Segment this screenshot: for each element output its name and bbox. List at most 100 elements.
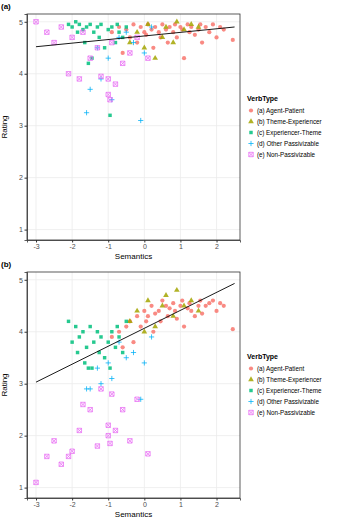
point [77, 77, 81, 81]
point [128, 51, 132, 55]
panel-title: (a) [1, 2, 11, 11]
tick-label: 5 [19, 19, 23, 26]
point [151, 330, 155, 334]
point [108, 366, 111, 369]
point [110, 25, 113, 28]
point [70, 340, 73, 343]
tick: 5 [19, 19, 27, 26]
point [157, 309, 161, 313]
tick-mark [25, 230, 28, 231]
tick: 4 [19, 70, 27, 77]
point [188, 297, 194, 302]
point [106, 433, 110, 437]
point [116, 325, 119, 328]
legend-label: (b) Theme-Experiencer [257, 118, 322, 126]
point [134, 29, 140, 34]
tick: 3 [19, 122, 27, 129]
point [92, 30, 95, 33]
tick: 2 [19, 432, 27, 439]
point [88, 56, 92, 60]
tick-label: 1 [179, 243, 183, 250]
point [106, 360, 111, 365]
point [99, 74, 103, 78]
plot-frame [27, 272, 240, 498]
tick: -1 [106, 498, 112, 508]
point [78, 335, 81, 338]
point [81, 30, 85, 34]
tick-mark [25, 384, 28, 385]
panel: -3-2-101212345SemanticsRating(a)VerbType… [0, 2, 322, 261]
point [99, 23, 102, 26]
point [152, 55, 158, 60]
point [110, 335, 114, 339]
tick: -2 [70, 498, 76, 508]
point [200, 40, 204, 44]
point [231, 38, 235, 42]
tick-label: -3 [33, 243, 39, 250]
point [163, 292, 169, 297]
tick-label: 2 [215, 243, 219, 250]
point [110, 30, 114, 34]
point [167, 306, 171, 310]
point [106, 340, 109, 343]
point [204, 304, 208, 308]
point [117, 30, 120, 33]
tick: -2 [70, 240, 76, 250]
point [74, 20, 77, 23]
point [163, 24, 169, 29]
point [188, 21, 194, 26]
tick-label: 4 [19, 328, 23, 335]
legend-key [248, 399, 253, 404]
point [196, 304, 200, 308]
plot-background [27, 14, 240, 240]
point [95, 46, 99, 50]
tick-label: 0 [143, 501, 147, 508]
point [110, 40, 114, 44]
tick-mark [25, 178, 28, 179]
point [139, 324, 143, 328]
point [131, 340, 135, 344]
point [180, 298, 184, 302]
y-axis: 12345 [19, 273, 27, 499]
series [84, 334, 154, 402]
series [34, 387, 150, 485]
grid-line [216, 14, 217, 240]
point [88, 386, 93, 391]
point [88, 325, 91, 328]
series [67, 20, 128, 117]
tick-mark [25, 280, 28, 281]
axis-title: Rating [0, 115, 9, 138]
tick-mark [25, 488, 28, 489]
panel: -3-2-101212345SemanticsRating(b)VerbType… [0, 260, 322, 519]
point [231, 327, 235, 331]
point [146, 452, 150, 456]
point [135, 35, 139, 39]
grid-line [27, 487, 240, 488]
tick-mark [25, 22, 28, 23]
point [135, 314, 139, 318]
regression-line [36, 27, 235, 47]
legend: VerbType(a) Agent-Patient(b) Theme-Exper… [247, 95, 322, 159]
point [77, 428, 81, 432]
point [151, 46, 155, 50]
point [96, 25, 99, 28]
tick: 2 [215, 498, 219, 508]
point [174, 19, 180, 24]
point [66, 454, 70, 458]
tick: 1 [179, 240, 183, 250]
point [66, 72, 70, 76]
point [116, 35, 121, 40]
point [34, 20, 38, 24]
point [144, 319, 148, 323]
grid-line [36, 272, 37, 498]
point [166, 40, 170, 44]
point [149, 24, 154, 29]
point [207, 30, 211, 34]
grid-line [27, 21, 240, 22]
point [125, 320, 128, 323]
grid-line [144, 272, 145, 498]
point [76, 351, 79, 354]
point [88, 407, 92, 411]
point [131, 22, 135, 26]
tick-label: 5 [19, 277, 23, 284]
